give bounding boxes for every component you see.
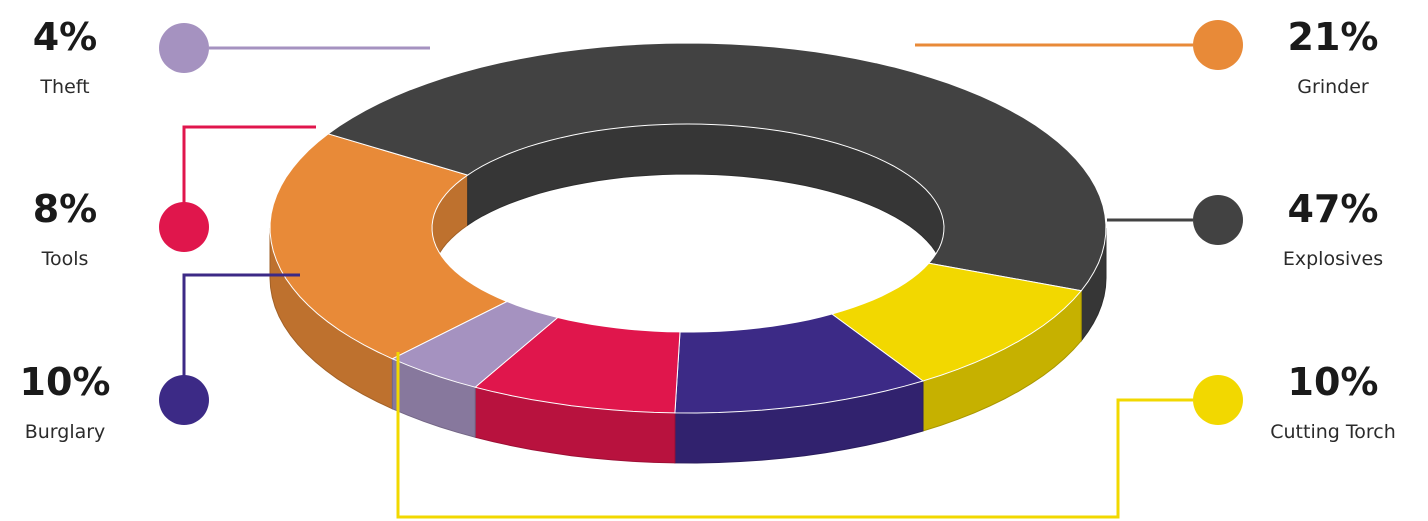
donut-side-walls [269, 227, 1107, 464]
callout-line-cutting-torch [396, 352, 1193, 519]
callout-line-tools [182, 125, 316, 203]
callout-dot-burglary [159, 375, 209, 425]
callout-dot-grinder [1193, 20, 1243, 70]
callout-cutting-torch: 10% Cutting Torch [396, 352, 1396, 519]
callout-dot-explosives [1193, 195, 1243, 245]
category-label-explosives: Explosives [1283, 248, 1383, 270]
callout-line-burglary [182, 273, 300, 376]
callout-dot-theft [159, 23, 209, 73]
callout-theft: 4% Theft [33, 15, 430, 98]
category-label-grinder: Grinder [1297, 76, 1369, 98]
data-label-cutting-torch: 10% [1288, 360, 1379, 404]
category-label-tools: Tools [41, 248, 89, 270]
callout-dot-cutting-torch [1193, 375, 1243, 425]
callout-dot-tools [159, 202, 209, 252]
data-label-explosives: 47% [1288, 187, 1379, 231]
slice-theft [391, 300, 559, 388]
category-label-burglary: Burglary [25, 421, 106, 443]
data-label-grinder: 21% [1288, 15, 1379, 59]
callout-tools: 8% Tools [33, 125, 316, 270]
category-label-theft: Theft [39, 76, 89, 98]
data-label-tools: 8% [33, 187, 98, 231]
category-label-cutting-torch: Cutting Torch [1270, 421, 1396, 443]
callout-burglary: 10% Burglary [20, 273, 300, 443]
callout-grinder: 21% Grinder [915, 15, 1378, 98]
data-label-burglary: 10% [20, 360, 111, 404]
callout-explosives: 47% Explosives [1107, 187, 1383, 270]
donut-top-faces [269, 42, 1107, 414]
data-label-theft: 4% [33, 15, 98, 59]
